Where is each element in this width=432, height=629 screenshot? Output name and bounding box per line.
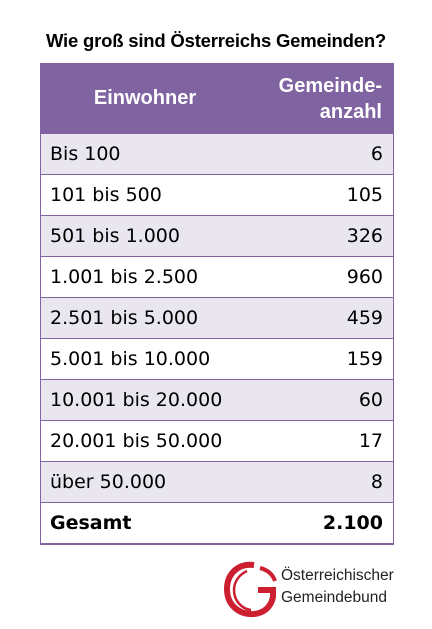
table-row: 10.001 bis 20.000 60: [40, 379, 394, 421]
row-value: 8: [250, 461, 394, 503]
row-label: 101 bis 500: [40, 174, 250, 216]
table-row: 1.001 bis 2.500 960: [40, 256, 394, 298]
table-row: 501 bis 1.000 326: [40, 215, 394, 257]
municipality-size-table: Einwohner Gemeinde- anzahl Bis 100 6 101…: [40, 63, 394, 545]
logo-text: Österreichischer Gemeindebund: [281, 565, 394, 609]
row-value: 60: [250, 379, 394, 421]
row-label: 10.001 bis 20.000: [40, 379, 250, 421]
gemeindebund-logo: Österreichischer Gemeindebund: [224, 557, 414, 621]
row-label: 501 bis 1.000: [40, 215, 250, 257]
header-gemeindeanzahl-line1: Gemeinde-: [278, 74, 382, 97]
row-value: 459: [250, 297, 394, 339]
total-value: 2.100: [250, 502, 394, 545]
row-label: 1.001 bis 2.500: [40, 256, 250, 298]
gemeindebund-logo-icon: [224, 561, 277, 618]
page-title: Wie groß sind Österreichs Gemeinden?: [45, 30, 387, 51]
table-row: Bis 100 6: [40, 134, 394, 175]
table-row: 20.001 bis 50.000 17: [40, 420, 394, 462]
header-gemeindeanzahl-line2: anzahl: [319, 100, 382, 123]
logo-line2: Gemeindebund: [281, 589, 387, 606]
row-value: 326: [250, 215, 394, 257]
table-row: 2.501 bis 5.000 459: [40, 297, 394, 339]
table-row: 101 bis 500 105: [40, 174, 394, 216]
row-label: 2.501 bis 5.000: [40, 297, 250, 339]
logo-line1: Österreichischer: [281, 567, 394, 584]
row-value: 105: [250, 174, 394, 216]
row-value: 6: [250, 134, 394, 175]
table-header-row: Einwohner Gemeinde- anzahl: [40, 63, 394, 134]
row-label: 20.001 bis 50.000: [40, 420, 250, 462]
table-row: über 50.000 8: [40, 461, 394, 503]
row-label: über 50.000: [40, 461, 250, 503]
table-row: 5.001 bis 10.000 159: [40, 338, 394, 380]
total-label: Gesamt: [40, 502, 250, 545]
row-value: 17: [250, 420, 394, 462]
row-value: 960: [250, 256, 394, 298]
row-value: 159: [250, 338, 394, 380]
row-label: 5.001 bis 10.000: [40, 338, 250, 380]
header-einwohner: Einwohner: [40, 63, 250, 134]
header-gemeindeanzahl: Gemeinde- anzahl: [250, 63, 394, 134]
row-label: Bis 100: [40, 134, 250, 175]
table-total-row: Gesamt 2.100: [40, 502, 394, 545]
